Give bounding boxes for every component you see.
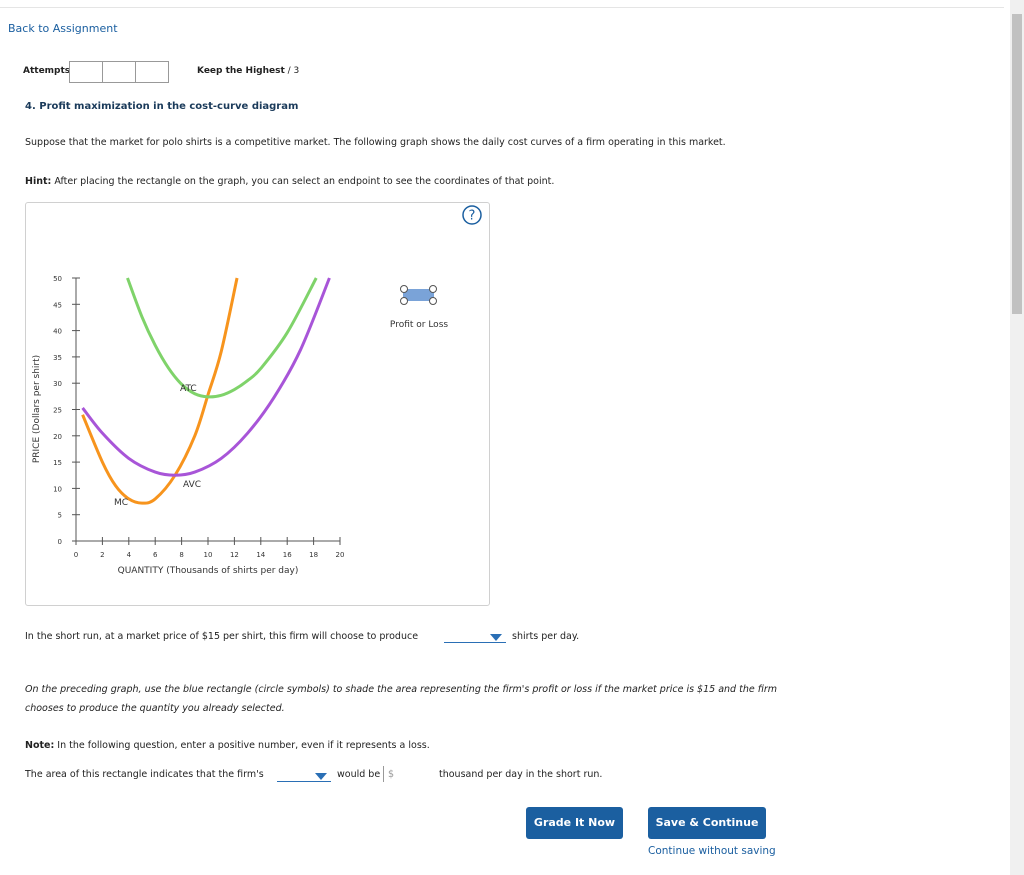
tool-handle[interactable]	[429, 285, 437, 293]
tool-handle[interactable]	[429, 297, 437, 305]
note-label: Note:	[25, 740, 55, 751]
policy: Keep the Highest	[197, 66, 285, 76]
q1-after: shirts per day.	[512, 631, 580, 642]
y-tick-label: 5	[58, 512, 62, 520]
note-text: In the following question, enter a posit…	[57, 740, 430, 751]
x-tick-label: 18	[309, 551, 318, 559]
x-tick-label: 0	[74, 551, 78, 559]
x-tick-label: 12	[230, 551, 239, 559]
y-tick-label: 25	[53, 407, 62, 415]
x-axis-label: QUANTITY (Thousands of shirts per day)	[118, 566, 299, 576]
tool-rect[interactable]	[403, 289, 434, 301]
help-text[interactable]: ?	[469, 209, 476, 224]
x-tick-label: 6	[153, 551, 158, 559]
q2-middle: would be	[337, 769, 381, 780]
x-tick-label: 2	[100, 551, 104, 559]
y-tick-label: 35	[53, 354, 62, 362]
y-tick-label: 50	[53, 275, 62, 283]
graph: ? Profit or Loss PRICE (Dollars per shir…	[32, 205, 482, 576]
y-tick-label: 40	[53, 328, 62, 336]
max: / 3	[287, 66, 300, 76]
x-tick-label: 10	[204, 551, 213, 559]
cost-curve	[81, 277, 331, 477]
tool-handle[interactable]	[400, 285, 408, 293]
y-tick-label: 20	[53, 433, 62, 441]
curve-label: ATC	[180, 384, 197, 394]
x-tick-label: 20	[336, 551, 345, 559]
area-input[interactable]	[393, 766, 433, 782]
q2-text: The area of this rectangle indicates tha…	[25, 769, 264, 780]
y-tick-label: 45	[53, 301, 62, 309]
top-rule	[0, 7, 1004, 8]
curve-label: MC	[114, 498, 128, 508]
tool-handle[interactable]	[400, 297, 408, 305]
graph-panel	[25, 202, 490, 606]
y-axis-label: PRICE (Dollars per shirt)	[32, 355, 42, 463]
back-link[interactable]: Back to Assignment	[8, 22, 118, 35]
x-tick-label: 16	[283, 551, 292, 559]
cost-curve	[126, 277, 318, 399]
hint-label: Hint:	[25, 176, 52, 187]
x-tick-label: 4	[127, 551, 132, 559]
currency: $	[383, 766, 394, 782]
tool-label: Profit or Loss	[390, 320, 448, 330]
save-button[interactable]: Save & Continue	[648, 807, 766, 839]
attempt-boxes	[69, 61, 169, 83]
attempts-label: Attempts	[23, 66, 71, 76]
y-tick-label: 30	[53, 380, 62, 388]
y-tick-label: 0	[58, 538, 62, 546]
note: Note: In the following question, enter a…	[25, 740, 430, 751]
y-tick-label: 15	[53, 459, 62, 467]
hint: Hint: After placing the rectangle on the…	[25, 176, 554, 187]
attempts-policy: Keep the Highest / 3	[197, 66, 299, 76]
question-title: 4. Profit maximization in the cost-curve…	[25, 101, 299, 112]
grade-button[interactable]: Grade It Now	[526, 807, 623, 839]
help-icon[interactable]	[462, 205, 482, 225]
skip-link[interactable]: Continue without saving	[648, 845, 776, 857]
intro: Suppose that the market for polo shirts …	[25, 137, 726, 148]
x-tick-label: 14	[256, 551, 265, 559]
q1-text: In the short run, at a market price of $…	[25, 631, 419, 642]
profit-loss-dropdown[interactable]	[277, 769, 331, 782]
cost-curve	[81, 277, 239, 505]
y-tick-label: 10	[53, 485, 62, 493]
curve-label: AVC	[183, 480, 201, 490]
scroll-thumb[interactable]	[1012, 14, 1022, 314]
x-tick-label: 8	[179, 551, 183, 559]
hint-text: After placing the rectangle on the graph…	[54, 176, 555, 187]
q2-after: thousand per day in the short run.	[439, 769, 603, 780]
quantity-dropdown[interactable]	[444, 630, 506, 643]
instruction: On the preceding graph, use the blue rec…	[25, 684, 778, 714]
